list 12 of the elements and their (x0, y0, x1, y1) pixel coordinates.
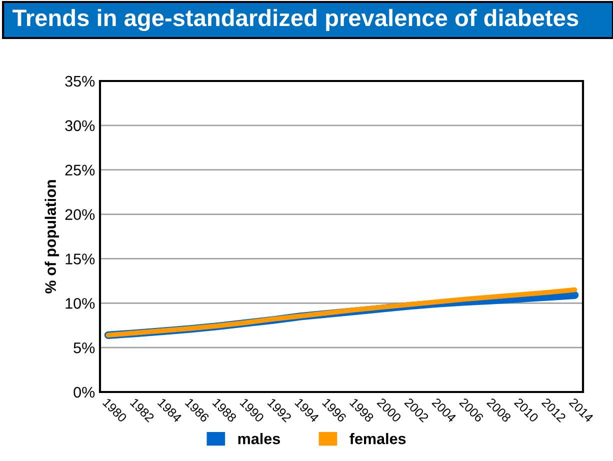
chart-title: Trends in age-standardized prevalence of diabetes (12, 8, 578, 32)
legend-label: females (350, 433, 406, 444)
y-tick-label: 15% (66, 254, 95, 264)
legend-label: males (238, 433, 280, 444)
y-tick-label: 35% (65, 76, 95, 87)
y-axis-title: % of population (44, 180, 60, 294)
y-tick-label: 0% (74, 386, 95, 398)
y-tick-label: 5% (74, 342, 95, 354)
y-tick-label: 20% (65, 209, 95, 220)
y-tick-label: 25% (65, 164, 95, 176)
y-tick-label: 10% (66, 298, 95, 309)
y-tick-label: 30% (65, 120, 95, 132)
